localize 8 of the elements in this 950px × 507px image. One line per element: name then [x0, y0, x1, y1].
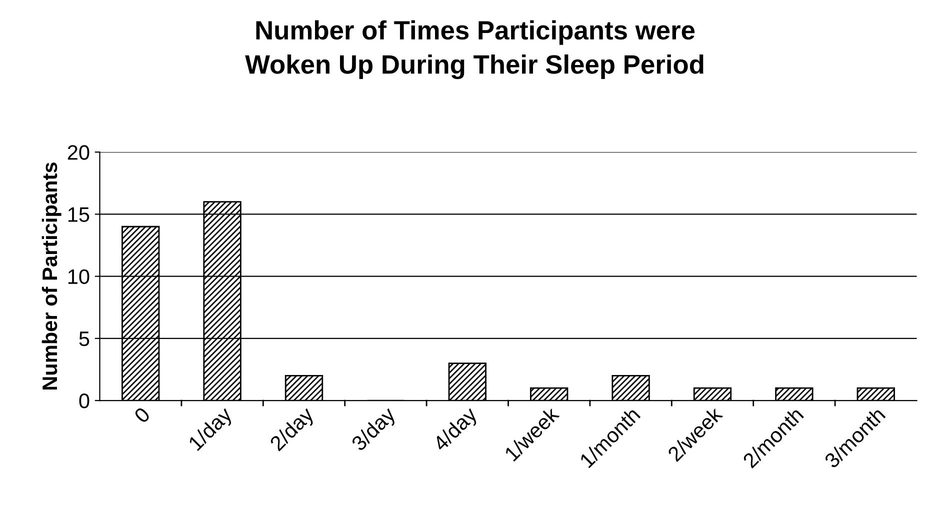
- x-tick-label: 0: [133, 406, 151, 424]
- y-tick-label: 20: [68, 145, 90, 160]
- y-tick-label: 0: [79, 394, 90, 408]
- y-tick-label: 15: [68, 207, 90, 222]
- y-tick-label: 10: [68, 269, 90, 284]
- chart-title: Number of Times Participants were Woken Up During Their Sleep Period: [245, 20, 704, 80]
- y-tick-label: 5: [79, 332, 90, 346]
- y-axis-title: Number of Participants: [42, 162, 62, 390]
